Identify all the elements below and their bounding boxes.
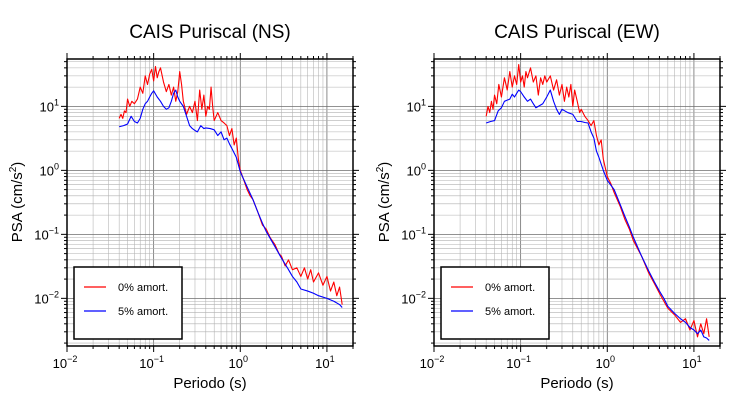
tick-label: 10−2 [401, 289, 426, 306]
axis-ticks [428, 53, 726, 352]
chart-title: CAIS Puriscal (NS) [129, 22, 291, 43]
tick-label: 101 [40, 97, 59, 114]
tick-label: 10−2 [53, 354, 78, 371]
x-axis-label: Periodo (s) [540, 375, 613, 392]
legend: 0% amort. 5% amort. [73, 266, 183, 340]
series-line-5pct [119, 89, 343, 308]
tick-label: 10−1 [139, 354, 164, 371]
tick-label: 10−2 [420, 354, 445, 371]
series-layer [118, 65, 343, 308]
tick-label: 10−1 [34, 225, 59, 242]
tick-label: 10−2 [34, 289, 59, 306]
axis-tick-labels: 10−2 10−1 100 101 10−2 10−1 100 101 [34, 97, 334, 371]
axis-tick-labels: 10−2 10−1 100 101 10−2 10−1 100 101 [401, 97, 701, 371]
series-line-0pct [485, 64, 710, 338]
plot-frame [433, 58, 721, 347]
grid [66, 59, 354, 346]
tick-label: 101 [407, 97, 426, 114]
legend-label-5pct: 5% amort. [118, 306, 168, 318]
chart-panel-ns: CAIS Puriscal (NS) 10−2 10−1 100 10110−210−… [8, 22, 359, 392]
tick-label: 100 [229, 354, 248, 371]
tick-label: 101 [682, 354, 701, 371]
legend-label-5pct: 5% amort. [485, 306, 535, 318]
tick-label: 10−1 [401, 225, 426, 242]
tick-label: 10−1 [506, 354, 531, 371]
tick-label: 100 [407, 161, 426, 178]
legend-box [73, 266, 183, 340]
x-axis-label: Periodo (s) [173, 375, 246, 392]
tick-label: 101 [315, 354, 334, 371]
y-axis-label: PSA (cm/s2) [375, 162, 393, 243]
series-layer [485, 64, 710, 341]
series-line-0pct [118, 65, 343, 305]
axis-ticks [61, 53, 359, 352]
tick-label: 100 [40, 161, 59, 178]
legend-label-0pct: 0% amort. [485, 282, 535, 294]
legend-box [440, 266, 550, 340]
legend: 0% amort. 5% amort. [440, 266, 550, 340]
legend-label-0pct: 0% amort. [118, 282, 168, 294]
chart-panel-ew: CAIS Puriscal (EW) 10−2 10−1 100 10110−210−… [375, 22, 726, 392]
tick-label: 100 [596, 354, 615, 371]
chart-title: CAIS Puriscal (EW) [494, 22, 660, 43]
plot-frame [66, 58, 354, 347]
y-axis-label: PSA (cm/s2) [8, 162, 26, 243]
grid [433, 59, 721, 346]
series-line-5pct [485, 89, 710, 341]
